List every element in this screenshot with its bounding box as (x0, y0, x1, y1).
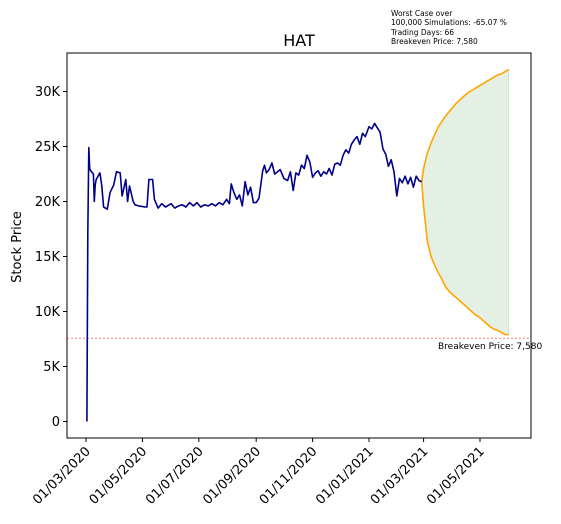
x-tick-label: 01/11/2020 (257, 444, 321, 508)
y-axis-label: Stock Price (10, 211, 25, 283)
y-tick-label: 10K (35, 305, 61, 320)
x-axis: 01/03/202001/05/202001/07/202001/09/2020… (30, 438, 488, 508)
plot-area (66, 52, 532, 439)
y-axis: 0 5K 10K 15K 20K 25K 30K (35, 85, 67, 430)
y-tick-label: 0 (52, 415, 60, 430)
annotation-line: 100,000 Simulations: -65.07 % (391, 18, 507, 28)
chart-title: HAT (283, 31, 315, 50)
annotation-line: Breakeven Price: 7,580 (391, 36, 478, 46)
annotation-line: Trading Days: 66 (391, 27, 455, 37)
x-tick-label: 01/05/2020 (87, 444, 151, 508)
x-tick-label: 01/05/2021 (424, 444, 488, 508)
series-lower-bound (420, 181, 509, 336)
x-tick-label: 01/09/2020 (200, 444, 264, 508)
series-upper-bound (420, 68, 510, 182)
x-tick-label: 01/03/2021 (368, 444, 432, 508)
plot-layer: Breakeven Price: 7,580 (67, 68, 542, 422)
y-tick-label: 25K (35, 140, 61, 155)
series-stock-price (86, 122, 423, 422)
y-tick-label: 30K (35, 85, 61, 100)
simulation-range-area (421, 68, 510, 336)
x-tick-label: 01/07/2020 (143, 444, 207, 508)
simulation-annotation: Worst Case over 100,000 Simulations: -65.… (391, 9, 507, 46)
y-tick-label: 5K (43, 360, 60, 375)
x-tick-label: 01/03/2020 (30, 444, 94, 508)
x-tick-label: 01/01/2021 (313, 444, 377, 508)
y-tick-label: 20K (35, 195, 61, 210)
annotation-line: Worst Case over (391, 9, 453, 18)
breakeven-label: Breakeven Price: 7,580 (438, 342, 542, 352)
y-tick-label: 15K (35, 250, 61, 265)
